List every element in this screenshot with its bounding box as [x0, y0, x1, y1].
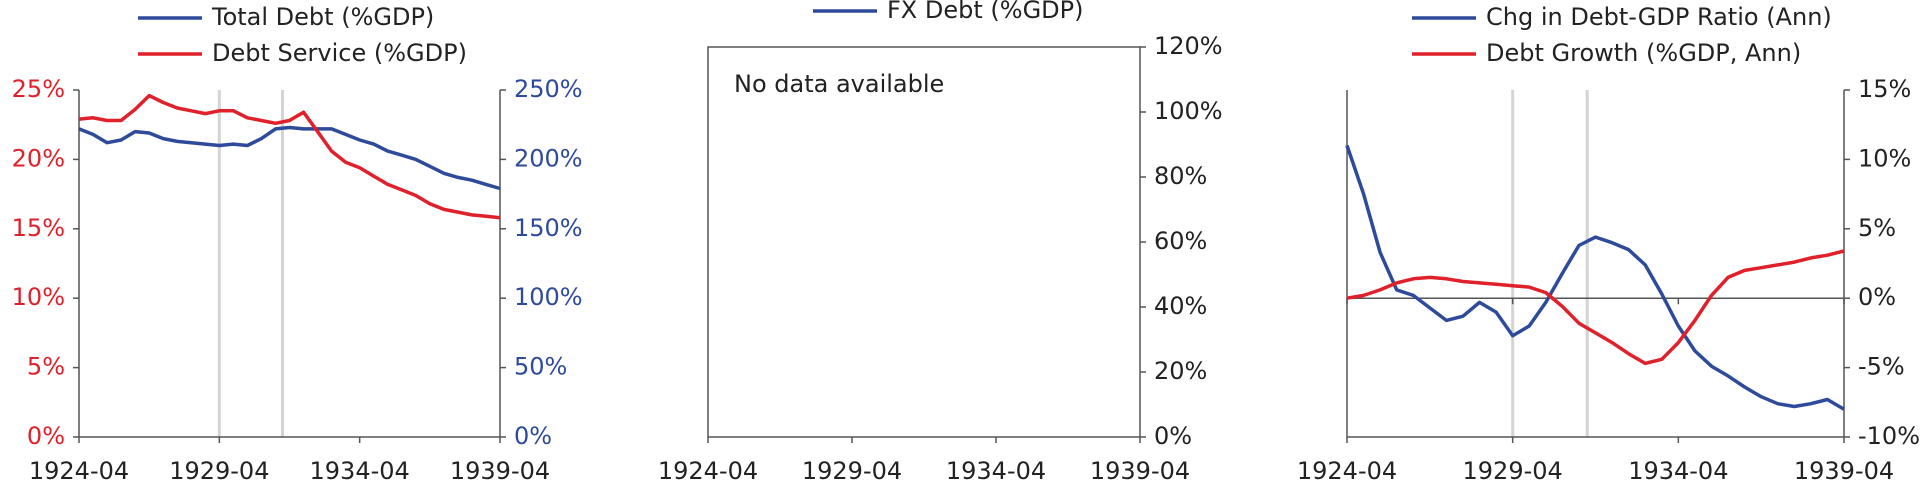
series-line — [1345, 144, 1845, 411]
x-tick-label: 1939-04 — [1794, 457, 1894, 484]
y-tick-label: 120% — [1154, 32, 1223, 60]
x-tick-label: 1939-04 — [1090, 457, 1190, 484]
legend-label: Total Debt (%GDP) — [211, 3, 434, 31]
y-tick-label: 100% — [514, 283, 583, 311]
plot-frame — [707, 46, 1141, 438]
x-tick-label: 1924-04 — [1297, 457, 1397, 484]
x-tick-label: 1934-04 — [946, 457, 1046, 484]
y-tick-label: 150% — [514, 214, 583, 242]
y-tick-label: 10% — [12, 283, 65, 311]
y-tick-label: 0% — [27, 422, 65, 450]
y-tick-label: 250% — [514, 75, 583, 103]
x-tick-label: 1929-04 — [802, 457, 902, 484]
series-line — [78, 93, 501, 220]
legend-label: FX Debt (%GDP) — [887, 0, 1083, 24]
x-tick-label: 1939-04 — [450, 457, 550, 484]
x-tick-label: 1924-04 — [658, 457, 758, 484]
x-tick-label: 1934-04 — [310, 457, 410, 484]
x-tick-label: 1929-04 — [169, 457, 269, 484]
legend-label: Debt Growth (%GDP, Ann) — [1486, 39, 1801, 67]
y-tick-label: 0% — [1858, 283, 1896, 311]
y-tick-label: 40% — [1154, 292, 1207, 320]
y-tick-label: 0% — [1154, 422, 1192, 450]
annotation: No data available — [734, 70, 944, 98]
y-tick-label: 15% — [1858, 75, 1911, 103]
y-tick-label: 25% — [12, 75, 65, 103]
y-tick-label: 200% — [514, 144, 583, 172]
y-tick-label: 10% — [1858, 144, 1911, 172]
x-tick-label: 1924-04 — [29, 457, 129, 484]
y-tick-label: 5% — [27, 353, 65, 381]
y-tick-label: 20% — [12, 144, 65, 172]
y-tick-label: 80% — [1154, 162, 1207, 190]
y-tick-label: 0% — [514, 422, 552, 450]
y-tick-label: -5% — [1858, 353, 1905, 381]
y-tick-label: 60% — [1154, 227, 1207, 255]
legend-label: Chg in Debt-GDP Ratio (Ann) — [1486, 3, 1832, 31]
y-tick-label: 100% — [1154, 97, 1223, 125]
x-tick-label: 1929-04 — [1463, 457, 1563, 484]
y-tick-label: -10% — [1858, 422, 1920, 450]
legend-label: Debt Service (%GDP) — [212, 39, 467, 67]
y-tick-label: 5% — [1858, 214, 1896, 242]
x-tick-label: 1934-04 — [1628, 457, 1728, 484]
y-tick-label: 20% — [1154, 357, 1207, 385]
series-line — [1346, 249, 1845, 366]
y-tick-label: 15% — [12, 214, 65, 242]
y-tick-label: 50% — [514, 353, 567, 381]
series-line — [78, 125, 501, 191]
